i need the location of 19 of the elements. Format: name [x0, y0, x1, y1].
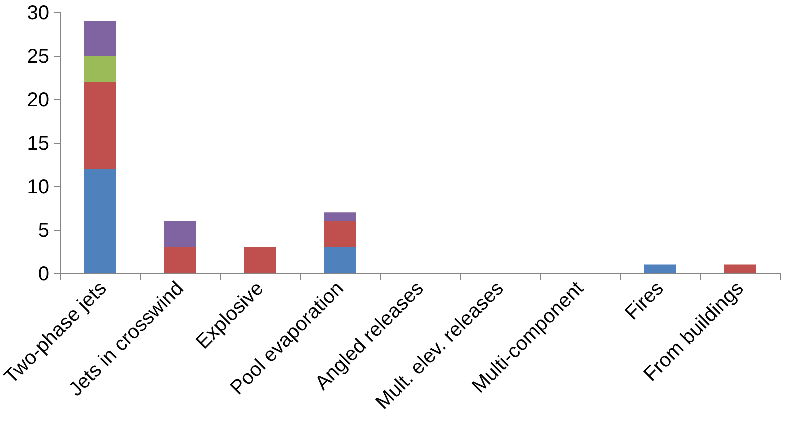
bar: [244, 247, 276, 274]
bar: [324, 247, 356, 274]
y-tick-label: 15: [27, 133, 50, 155]
y-tick-label: 10: [27, 176, 50, 198]
bar: [84, 169, 116, 274]
y-tick-label: 0: [38, 264, 50, 286]
bar: [164, 247, 196, 274]
bar: [84, 82, 116, 170]
bar: [324, 212, 356, 222]
bar: [724, 264, 756, 274]
bar: [164, 221, 196, 248]
y-tick-label: 20: [27, 90, 50, 112]
bar: [324, 221, 356, 248]
y-tick-label: 5: [38, 220, 50, 242]
bar: [84, 56, 116, 82]
bar: [84, 21, 116, 56]
bar: [644, 264, 676, 274]
y-tick-label: 30: [27, 2, 50, 24]
y-tick-label: 25: [27, 46, 50, 68]
